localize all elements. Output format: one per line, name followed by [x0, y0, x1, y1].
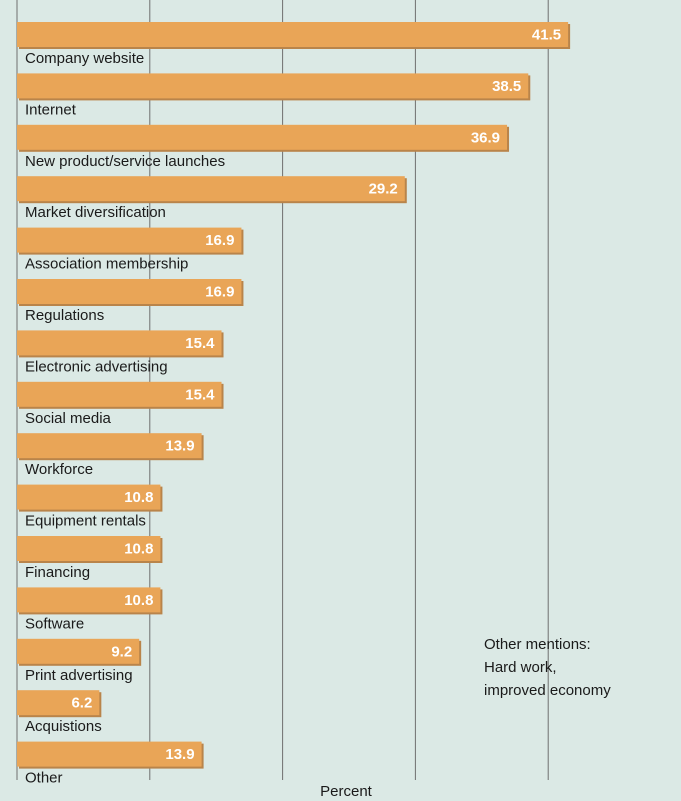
bar	[17, 587, 161, 613]
value-label: 6.2	[71, 695, 92, 712]
category-label: Electronic advertising	[25, 358, 168, 375]
bar	[17, 433, 202, 459]
annotation: Other mentions:	[484, 636, 591, 653]
category-label: Equipment rentals	[25, 513, 146, 530]
bar	[17, 690, 100, 716]
bar	[17, 741, 202, 767]
value-label: 9.2	[111, 643, 132, 660]
bar	[17, 176, 405, 202]
category-label: Acquistions	[25, 718, 102, 735]
bar	[17, 22, 569, 47]
annotation: Hard work,	[484, 659, 557, 676]
category-label: Other	[25, 770, 63, 787]
category-label: Social media	[25, 410, 112, 427]
category-label: Company website	[25, 50, 144, 67]
bar	[17, 381, 222, 407]
bar	[17, 536, 161, 561]
bar	[17, 73, 529, 99]
bar	[17, 124, 508, 150]
category-label: Market diversification	[25, 204, 166, 221]
value-label: 41.5	[532, 26, 561, 43]
value-label: 16.9	[205, 283, 234, 300]
category-label: Workforce	[25, 461, 93, 478]
annotation: improved economy	[484, 682, 611, 699]
value-label: 10.8	[124, 592, 153, 609]
bar	[17, 638, 140, 664]
value-label: 15.4	[185, 386, 215, 403]
value-label: 13.9	[165, 438, 194, 455]
value-label: 15.4	[185, 335, 215, 352]
category-label: Print advertising	[25, 667, 133, 684]
bar	[17, 227, 242, 253]
value-label: 10.8	[124, 540, 153, 557]
category-label: Financing	[25, 564, 90, 581]
bar	[17, 330, 222, 356]
category-label: Association membership	[25, 256, 188, 273]
category-label: Software	[25, 615, 84, 632]
bar	[17, 484, 161, 510]
category-label: Internet	[25, 101, 77, 118]
category-label: New product/service launches	[25, 153, 225, 170]
x-axis-label: Percent	[320, 783, 373, 800]
value-label: 29.2	[369, 181, 398, 198]
value-label: 36.9	[471, 129, 500, 146]
value-label: 16.9	[205, 232, 234, 249]
bar	[17, 279, 242, 304]
value-label: 13.9	[165, 746, 194, 763]
category-label: Regulations	[25, 307, 104, 324]
value-label: 38.5	[492, 78, 521, 95]
value-label: 10.8	[124, 489, 153, 506]
